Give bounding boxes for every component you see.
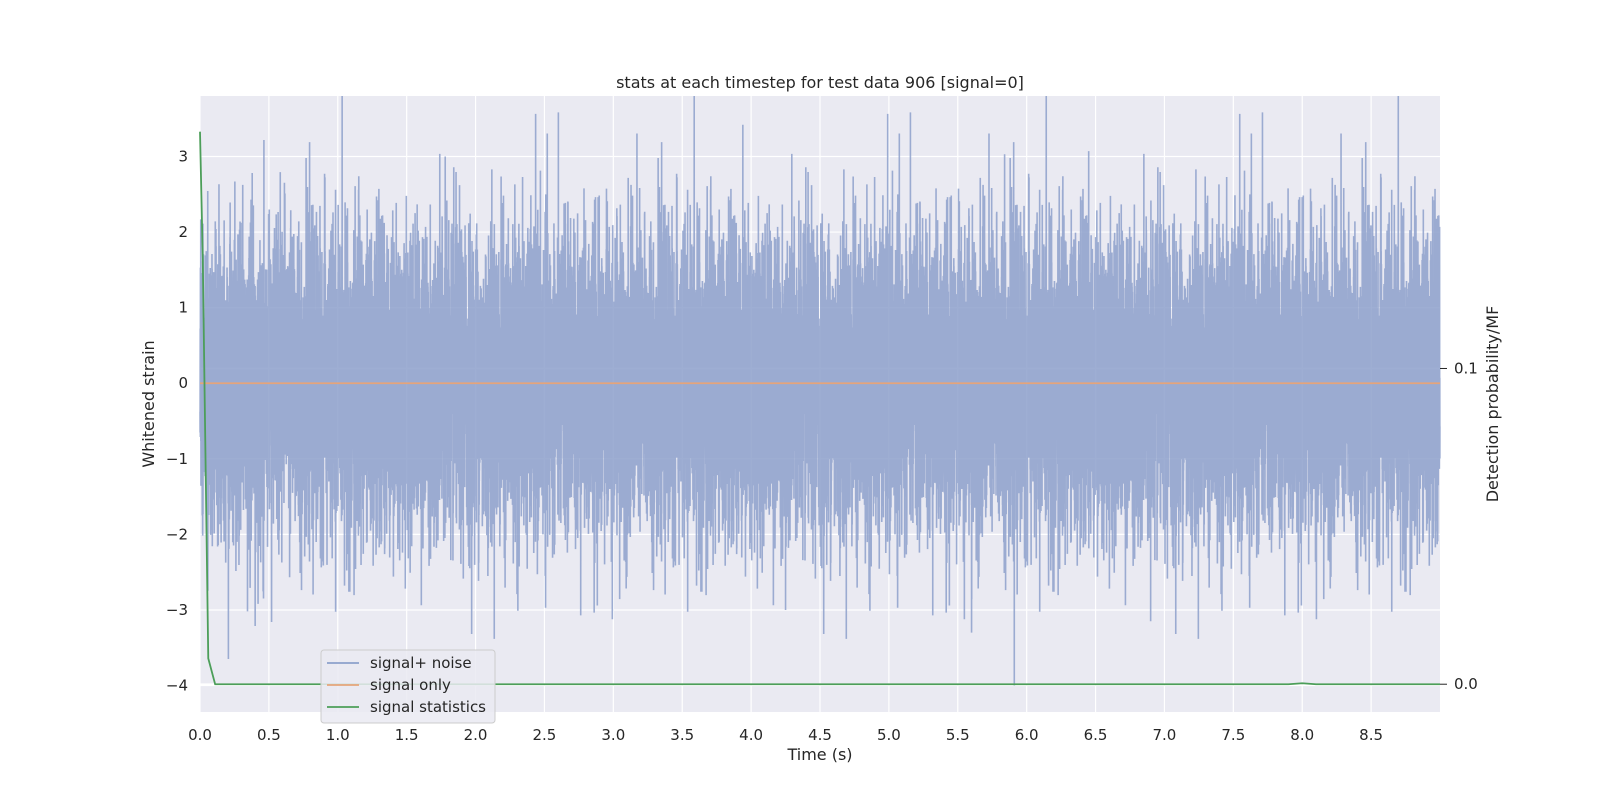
- x-tick-label: 0.5: [257, 726, 281, 744]
- legend: signal+ noise signal only signal statist…: [320, 649, 496, 724]
- x-axis-label: Time (s): [786, 745, 852, 764]
- x-tick-label: 1.5: [395, 726, 419, 744]
- x-tick-label: 4.5: [808, 726, 832, 744]
- signal-noise-line: [199, 95, 1441, 686]
- legend-box: [320, 649, 496, 724]
- x-tick-label: 7.0: [1153, 726, 1177, 744]
- x-tick-label: 7.5: [1221, 726, 1245, 744]
- x-tick-label: 1.0: [326, 726, 350, 744]
- y-tick-label: −1: [166, 450, 188, 468]
- x-axis-ticks: 0.0 0.5 1.0 1.5 2.0 2.5 3.0 3.5 4.0 4.5 5.0 5.5 6.0 6…: [188, 726, 1383, 744]
- x-tick-label: 5.5: [946, 726, 970, 744]
- y-tick-label: −4: [166, 677, 188, 695]
- x-tick-label: 6.5: [1084, 726, 1108, 744]
- legend-label-signal-noise: signal+ noise: [370, 654, 472, 672]
- y-axis-ticks: 3 2 1 0 −1 −2 −3 −4: [166, 147, 188, 694]
- x-tick-label: 3.0: [601, 726, 625, 744]
- x-tick-label: 2.0: [464, 726, 488, 744]
- chart-title: stats at each timestep for test data 906…: [616, 73, 1024, 92]
- series-signal-statistics: [199, 131, 1440, 686]
- x-tick-label: 0.0: [188, 726, 212, 744]
- x-tick-label: 2.5: [533, 726, 557, 744]
- y-tick-label: 0: [178, 374, 188, 392]
- x-tick-label: 8.5: [1359, 726, 1383, 744]
- y-tick-label: 1: [178, 299, 188, 317]
- y-axis-label: Whitened strain: [139, 340, 158, 467]
- y-tick-label: −3: [166, 601, 188, 619]
- x-tick-label: 5.0: [877, 726, 901, 744]
- signal-statistics-line: [199, 131, 1440, 686]
- y2-tick-label: 0.1: [1454, 359, 1478, 377]
- y2-axis-ticks: 0.1 0.0: [1440, 359, 1478, 693]
- y2-axis-label: Detection probability/MF: [1483, 306, 1502, 503]
- y-tick-label: 2: [178, 223, 188, 241]
- legend-label-signal-statistics: signal statistics: [370, 698, 486, 716]
- x-tick-label: 3.5: [670, 726, 694, 744]
- x-tick-label: 8.0: [1290, 726, 1314, 744]
- y2-tick-label: 0.0: [1454, 675, 1478, 693]
- legend-label-signal-only: signal only: [370, 676, 451, 694]
- x-tick-label: 6.0: [1015, 726, 1039, 744]
- x-tick-label: 4.0: [739, 726, 763, 744]
- y-tick-label: 3: [178, 147, 188, 165]
- y-tick-label: −2: [166, 525, 188, 543]
- series-signal-noise: [199, 95, 1441, 686]
